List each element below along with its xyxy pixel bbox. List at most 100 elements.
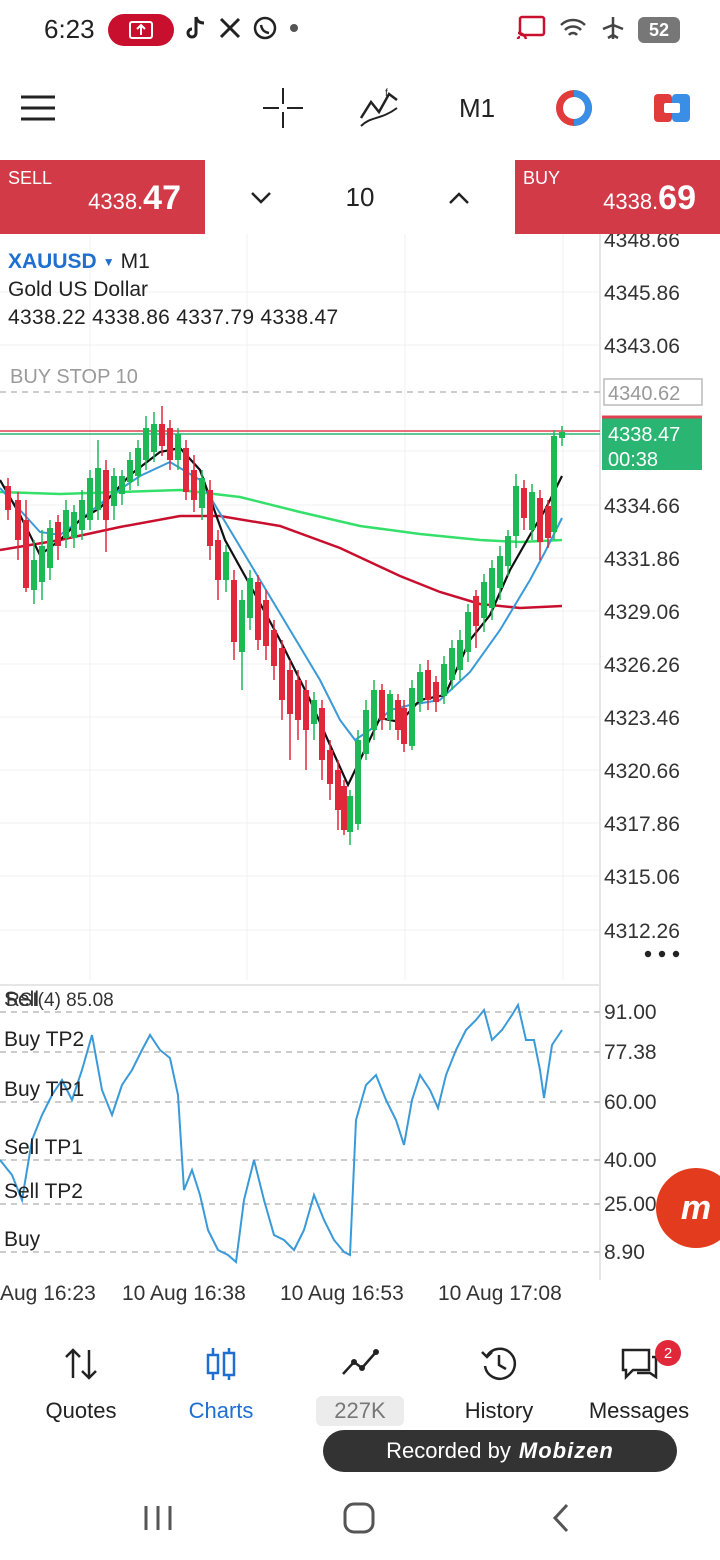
timeframe-button[interactable]: M1 bbox=[450, 82, 504, 134]
indicators-icon: f bbox=[359, 88, 398, 127]
buy-price: 4338.69 bbox=[603, 179, 696, 217]
rsi-level-label: Buy TP2 bbox=[4, 1028, 85, 1051]
volume-selector: 10 bbox=[205, 160, 515, 234]
symbol-description: Gold US Dollar bbox=[8, 278, 149, 301]
price-tick: 4317.86 bbox=[604, 813, 680, 836]
nav-quotes-label: Quotes bbox=[45, 1398, 117, 1423]
back-button[interactable] bbox=[536, 1498, 586, 1538]
rsi-level-label: Sell TP2 bbox=[4, 1180, 83, 1203]
indicators-button[interactable]: f bbox=[354, 82, 404, 134]
nav-history[interactable]: History bbox=[429, 1330, 569, 1430]
mobizen-logo-icon: m bbox=[680, 1188, 712, 1227]
more-options-icon[interactable] bbox=[644, 950, 680, 958]
recording-watermark: Recorded by Mobizen bbox=[323, 1430, 677, 1472]
new-order-icon bbox=[654, 94, 690, 122]
volume-decrease-button[interactable] bbox=[241, 178, 281, 218]
chart-symbol-info: XAUUSD ▼ M1 Gold US Dollar 4338.22 4338.… bbox=[8, 250, 338, 330]
recording-brand: Mobizen bbox=[518, 1438, 614, 1463]
price-tick: 4348.66 bbox=[604, 234, 680, 252]
nav-messages-label: Messages bbox=[588, 1398, 690, 1423]
price-axis: 4348.66 4345.86 4343.06 4334.66 4331.86 … bbox=[604, 229, 680, 943]
rsi-axis: 91.00 77.38 60.00 40.00 25.00 8.90 bbox=[604, 1001, 657, 1264]
time-tick: 10 Aug 16:38 bbox=[122, 1282, 246, 1305]
price-tick: 4323.46 bbox=[604, 707, 680, 730]
mobizen-floating-button[interactable]: m bbox=[656, 1168, 720, 1248]
buy-button[interactable]: BUY 4338.69 bbox=[515, 160, 720, 234]
nav-messages[interactable]: 2 Messages bbox=[569, 1330, 709, 1430]
nav-charts-label: Charts bbox=[188, 1398, 254, 1423]
history-clock-icon bbox=[481, 1347, 517, 1380]
price-chart[interactable]: 4348.66 4345.86 4343.06 4334.66 4331.86 … bbox=[0, 229, 720, 1314]
tiktok-icon bbox=[184, 15, 208, 46]
candlestick-chart-icon bbox=[206, 1348, 236, 1380]
price-tick: 4320.66 bbox=[604, 760, 680, 783]
rsi-tick: 91.00 bbox=[604, 1001, 657, 1024]
recent-apps-button[interactable] bbox=[133, 1498, 183, 1538]
price-tick: 4343.06 bbox=[604, 335, 680, 358]
quotes-arrows-icon bbox=[65, 1348, 97, 1380]
price-tick: 4312.26 bbox=[604, 920, 680, 943]
x-icon bbox=[218, 16, 242, 45]
status-time: 6:23 bbox=[44, 14, 95, 44]
chevron-down-icon bbox=[251, 192, 271, 204]
price-candles bbox=[5, 406, 565, 845]
symbol-name[interactable]: XAUUSD bbox=[8, 250, 97, 273]
rsi-level-label: Buy bbox=[4, 1228, 41, 1251]
price-tick: 4329.06 bbox=[604, 601, 680, 624]
status-bar: 6:23 52 bbox=[0, 0, 720, 60]
price-tick: 4315.06 bbox=[604, 866, 680, 889]
trade-mode-button[interactable] bbox=[552, 82, 596, 134]
current-price-tag bbox=[602, 416, 702, 470]
home-button[interactable] bbox=[334, 1498, 384, 1538]
time-tick: 10 Aug 17:08 bbox=[438, 1282, 562, 1305]
price-tick: 4331.86 bbox=[604, 548, 680, 571]
svg-text:f: f bbox=[385, 88, 388, 99]
new-order-button[interactable] bbox=[650, 82, 694, 134]
volume-increase-button[interactable] bbox=[439, 178, 479, 218]
wifi-icon bbox=[558, 15, 588, 46]
pending-price-tag bbox=[603, 378, 703, 406]
rsi-overlay-label: Sell bbox=[4, 988, 40, 1011]
crosshair-icon bbox=[263, 88, 303, 128]
one-click-trade-panel: SELL 4338.47 10 BUY 4338.69 bbox=[0, 160, 720, 234]
time-tick: 10 Aug 16:53 bbox=[280, 1282, 404, 1305]
home-icon bbox=[343, 1502, 375, 1534]
symbol-row[interactable]: XAUUSD ▼ M1 bbox=[8, 250, 338, 274]
sell-button[interactable]: SELL 4338.47 bbox=[0, 160, 205, 234]
more-notifications-dot-icon bbox=[288, 21, 300, 39]
chart-canvas[interactable]: 4348.66 4345.86 4343.06 4334.66 4331.86 … bbox=[0, 229, 720, 1314]
crosshair-button[interactable] bbox=[258, 82, 308, 134]
status-notification-icons bbox=[108, 14, 300, 46]
recording-prefix: Recorded by bbox=[386, 1438, 511, 1463]
nav-trade[interactable] bbox=[290, 1330, 430, 1430]
hamburger-menu-icon bbox=[21, 95, 55, 121]
nav-history-label: History bbox=[464, 1398, 534, 1423]
rsi-tick: 25.00 bbox=[604, 1193, 657, 1216]
ohlc-values: 4338.22 4338.86 4337.79 4338.47 bbox=[8, 306, 339, 329]
symbol-timeframe: M1 bbox=[120, 250, 150, 273]
airplane-mode-icon bbox=[600, 15, 626, 46]
chevron-up-icon bbox=[449, 192, 469, 204]
chart-toolbar: f M1 bbox=[0, 66, 720, 150]
bar-countdown-label: 00:38 bbox=[608, 449, 658, 471]
symbol-dropdown-icon[interactable]: ▼ bbox=[102, 255, 115, 269]
messages-chat-icon bbox=[621, 1348, 658, 1381]
buy-label: BUY bbox=[523, 168, 561, 188]
rsi-level-label: Sell TP1 bbox=[4, 1136, 83, 1159]
pending-order-label[interactable]: BUY STOP 10 bbox=[10, 366, 138, 388]
cast-icon bbox=[516, 15, 546, 46]
sell-price: 4338.47 bbox=[88, 179, 181, 217]
volume-input[interactable]: 10 bbox=[345, 182, 375, 212]
trade-mode-icon bbox=[556, 90, 592, 126]
menu-button[interactable] bbox=[16, 82, 60, 134]
rsi-levels bbox=[0, 1011, 600, 1253]
nav-quotes[interactable]: Quotes bbox=[11, 1330, 151, 1430]
rsi-level-label: Buy TP1 bbox=[4, 1078, 85, 1101]
pending-price-label: 4340.62 bbox=[608, 383, 680, 405]
rsi-tick: 60.00 bbox=[604, 1091, 657, 1114]
price-tick: 4334.66 bbox=[604, 495, 680, 518]
nav-charts[interactable]: Charts bbox=[151, 1330, 291, 1430]
rsi-tick: 8.90 bbox=[604, 1241, 645, 1264]
messages-badge: 2 bbox=[655, 1340, 681, 1366]
status-system-icons: 52 bbox=[516, 14, 680, 46]
